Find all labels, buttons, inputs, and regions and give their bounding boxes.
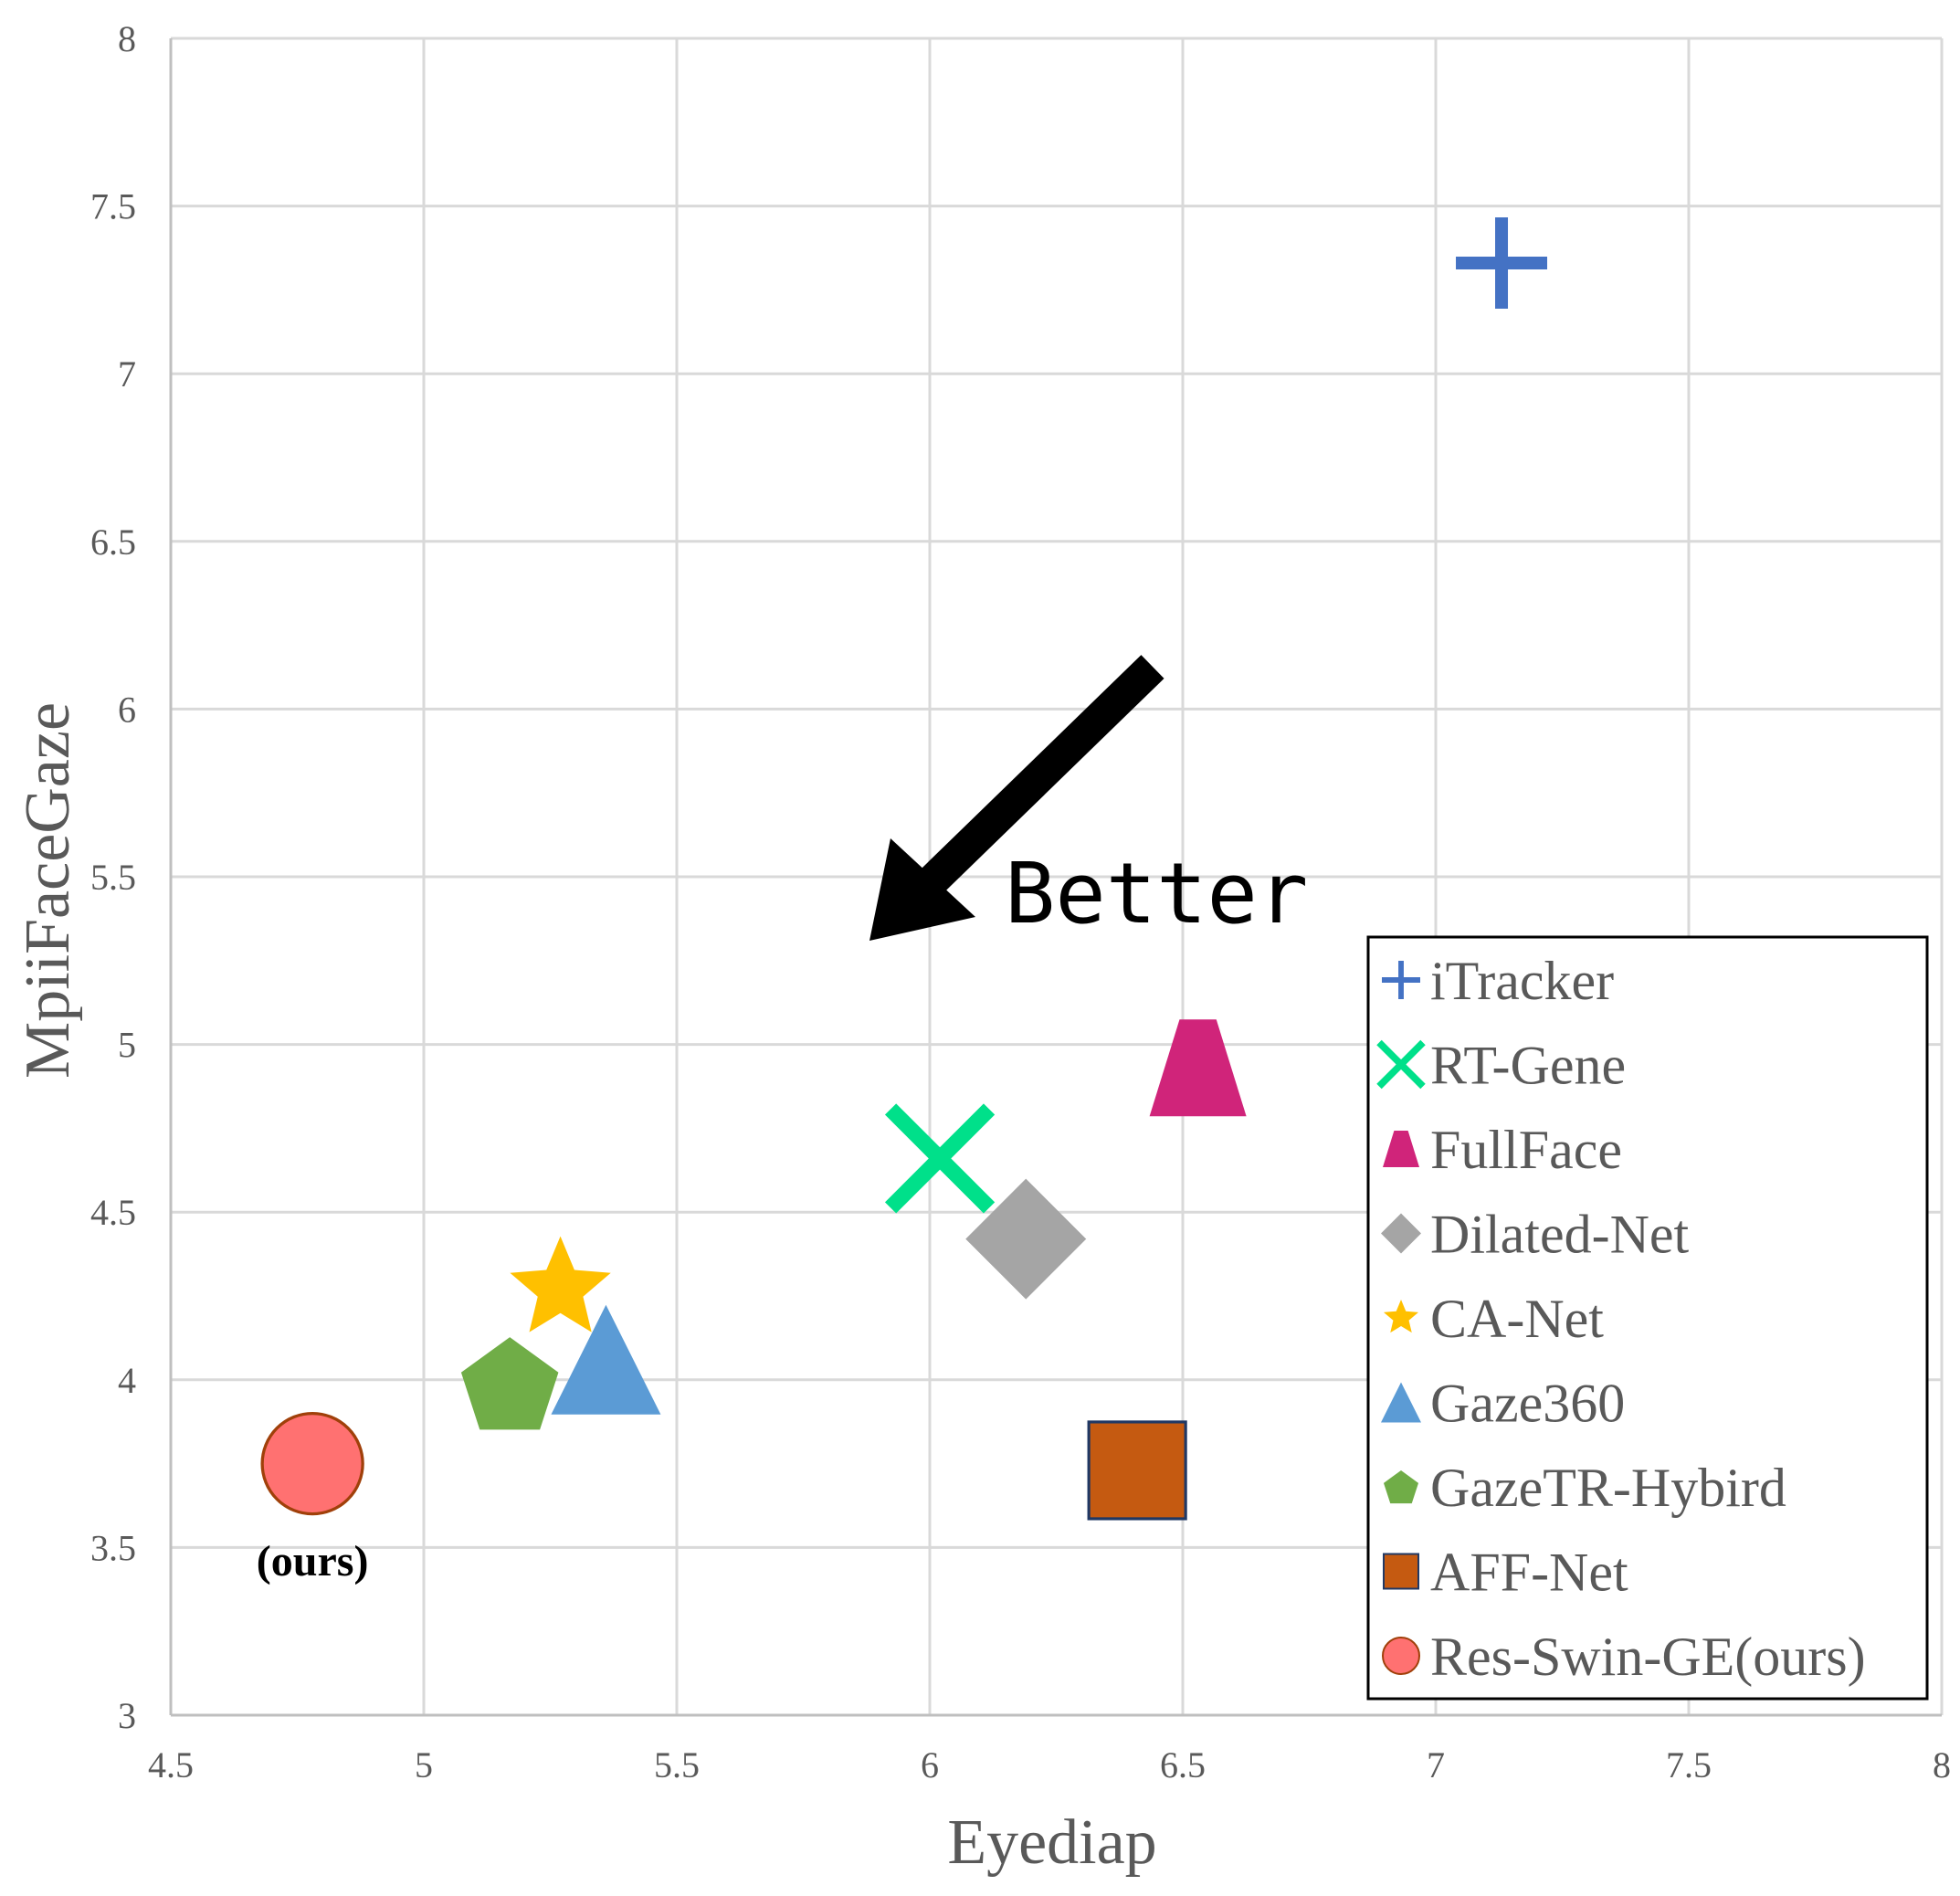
legend-marker-aff-net [1383,1553,1419,1590]
star-shape [1383,1300,1419,1333]
data-points [260,217,1548,1521]
y-tick-label: 7 [118,353,136,395]
triangle-shape [1381,1382,1421,1423]
point-res-swin-ge-ours [260,1411,364,1516]
legend-label-dilated-net: Dilated-Net [1430,1205,1690,1265]
point-aff-net [1087,1420,1187,1521]
y-tick-label: 4.5 [90,1192,136,1233]
y-tick-label: 3.5 [90,1527,136,1568]
legend-label-fullface: FullFace [1430,1120,1622,1180]
legend-marker-fullface [1383,1131,1419,1167]
y-tick-label: 3 [118,1695,136,1736]
point-rt-gene [884,1103,996,1214]
better-label: Better [1005,845,1308,943]
legend-box [1366,935,1929,1701]
x-tick-label: 7 [1427,1744,1445,1785]
circle-shape [260,1411,364,1516]
legend-label-aff-net: AFF-Net [1430,1543,1628,1603]
legend-marker-dilated-net [1381,1213,1421,1254]
x-bar [884,1103,996,1214]
triangle-shape [551,1304,661,1415]
legend-marker-ca-net [1383,1300,1419,1333]
square-shape [1383,1553,1419,1590]
legend-marker-itracker [1382,961,1420,999]
better-arrow-shaft [911,655,1164,902]
x-tick-label: 7.5 [1666,1744,1712,1785]
legend-label-gazetr-hybird: GazeTR-Hybird [1430,1458,1786,1518]
legend-marker-res-swin-ge-ours [1382,1637,1420,1675]
legend-marker-rt-gene [1376,1039,1426,1090]
trapezoid-shape [1383,1131,1419,1167]
point-fullface [1149,1019,1247,1117]
legend-label-gaze360: Gaze360 [1430,1374,1625,1434]
legend-label-itracker: iTracker [1430,951,1614,1011]
y-tick-label: 6 [118,689,136,730]
x-bar [1376,1039,1426,1090]
diamond-shape [1381,1213,1421,1254]
annotations: Better (ours) [257,655,1308,1585]
ours-label: (ours) [257,1537,369,1585]
x-tick-label: 8 [1933,1744,1951,1785]
x-tick-label: 6.5 [1160,1744,1206,1785]
point-itracker [1456,217,1548,310]
circle-shape [1382,1637,1420,1675]
x-tick-label: 6 [921,1744,939,1785]
y-tick-label: 6.5 [90,521,136,563]
better-arrow-head [869,838,975,941]
pentagon-shape [1383,1470,1419,1504]
x-tick-label: 4.5 [148,1744,194,1785]
legend-label-rt-gene: RT-Gene [1430,1036,1626,1096]
trapezoid-shape [1149,1019,1247,1117]
legend-label-res-swin-ge-ours: Res-Swin-GE(ours) [1430,1627,1866,1687]
y-tick-label: 5.5 [90,857,136,898]
y-tick-label: 4 [118,1360,136,1401]
y-tick-label: 7.5 [90,186,136,227]
y-tick-label: 8 [118,18,136,59]
diamond-shape [965,1178,1087,1300]
x-tick-label: 5 [415,1744,433,1785]
pentagon-shape [460,1337,559,1430]
point-gaze360 [551,1304,661,1415]
legend-label-ca-net: CA-Net [1430,1289,1604,1349]
x-axis-title: Eyediap [947,1807,1156,1878]
better-arrow [869,655,1164,941]
legend-marker-gaze360 [1381,1382,1421,1423]
axes [169,38,1942,1717]
y-tick-label: 5 [118,1025,136,1066]
square-shape [1087,1420,1187,1521]
legend-marker-gazetr-hybird [1383,1470,1419,1504]
point-dilated-net [965,1178,1087,1300]
point-gazetr-hybird [460,1337,559,1430]
y-axis-title: MpiiFaceGaze [13,702,83,1079]
tick-labels: 4.5 5 5.5 6 6.5 7 7.5 8 3 3.5 4 4.5 5 5.5 6 6.5 7 7.5 8 [90,18,1951,1785]
point-ca-net [510,1236,611,1332]
star-shape [510,1236,611,1332]
legend: iTracker RT-Gene FullFace Dilated-Net CA-Net… [1366,935,1929,1701]
x-tick-label: 5.5 [654,1744,700,1785]
